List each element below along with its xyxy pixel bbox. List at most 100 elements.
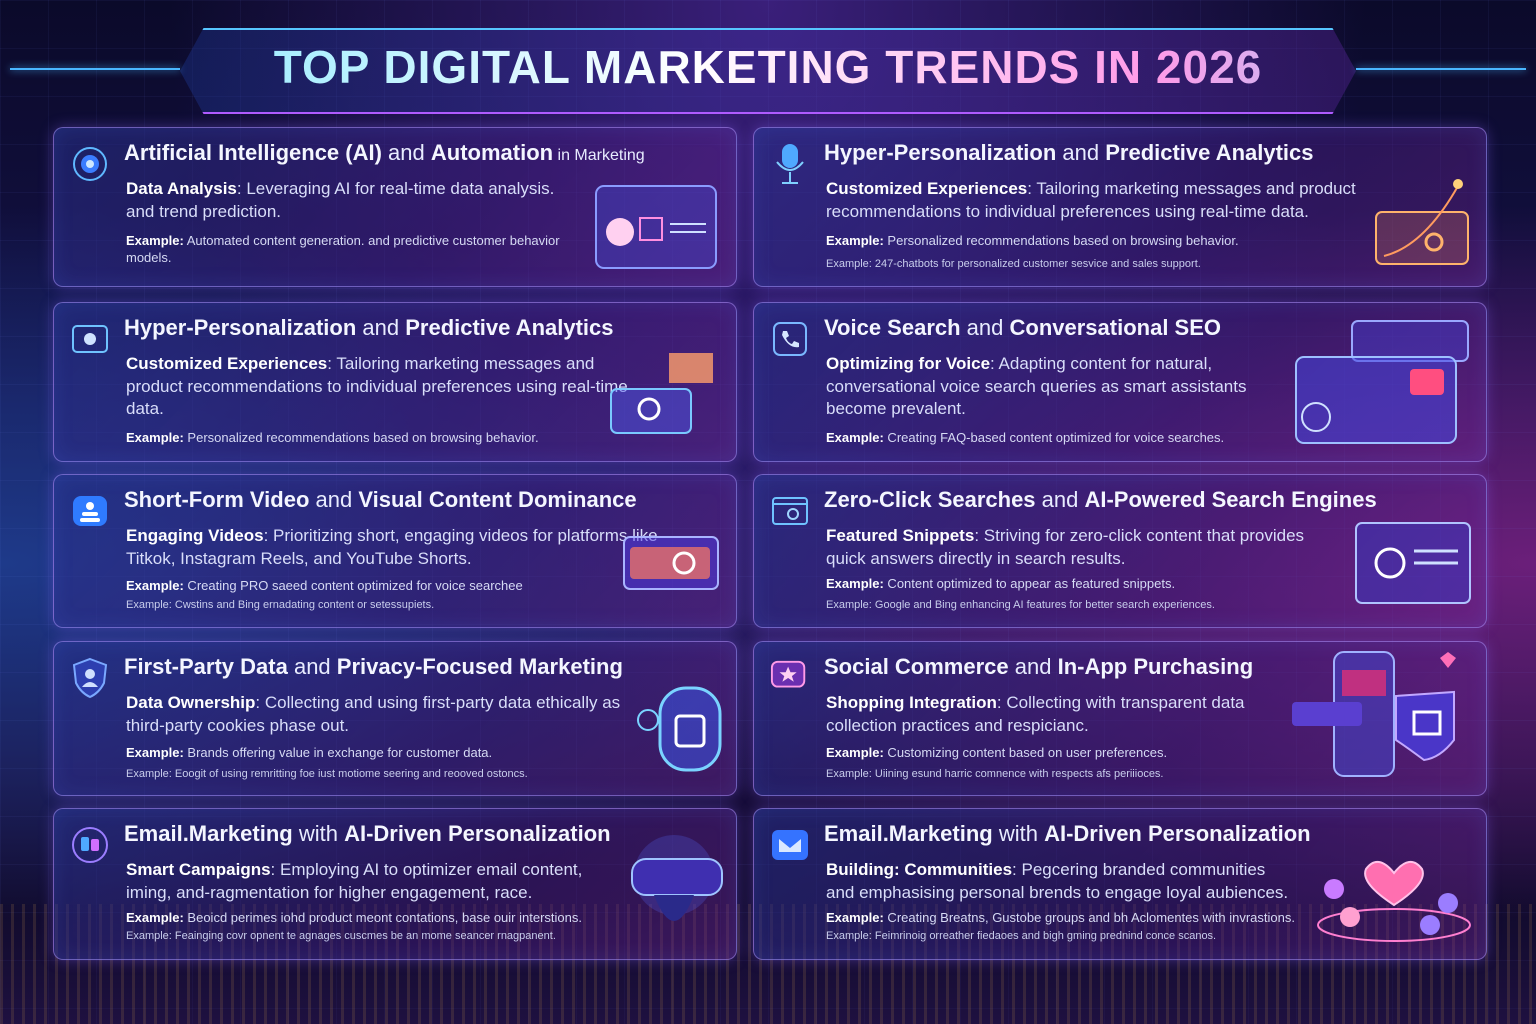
card-title-joiner: and <box>1035 487 1085 512</box>
lead-label: Shopping Integration <box>826 693 997 712</box>
example-text: Creating PRO saeed content optimized for… <box>183 578 523 593</box>
example-text: Creating Breatns, Gustobe groups and bh … <box>883 910 1295 925</box>
lead-label: Data Ownership <box>126 693 256 712</box>
card-title-joiner: and <box>960 315 1010 340</box>
video-icon <box>70 491 110 531</box>
trend-card: Artificial Intelligence (AI) and Automat… <box>53 127 737 287</box>
card-title: Email.Marketing with AI-Driven Personali… <box>124 821 716 847</box>
example-text: Customizing content based on user prefer… <box>883 745 1168 760</box>
lead-label: Customized Experiences <box>826 179 1028 198</box>
card-title: Voice Search and Conversational SEO <box>824 315 1466 341</box>
card-title-joiner: and <box>287 654 337 679</box>
card-illustration <box>634 682 730 782</box>
card-example: Example: Content optimized to appear as … <box>826 575 1346 592</box>
card-title: Zero-Click Searches and AI-Powered Searc… <box>824 487 1466 513</box>
card-title-joiner: and <box>381 140 431 165</box>
lead-text: : Employing AI to optimizer email conten… <box>126 860 583 902</box>
trend-card: Email.Marketing with AI-Driven Personali… <box>53 808 737 960</box>
example-label: Example: <box>826 576 884 591</box>
card-title: Hyper-Personalization and Predictive Ana… <box>124 315 716 341</box>
example-label: Example: <box>126 910 184 925</box>
card-example: Example: Customizing content based on us… <box>826 744 1286 761</box>
lead-text: : Adapting content for natural, conversa… <box>826 354 1247 418</box>
people-icon <box>70 825 110 865</box>
card-title-secondary: Conversational SEO <box>1009 315 1222 340</box>
lead-label: Building: Communities <box>826 860 1013 879</box>
lead-label: Data Analysis <box>126 179 237 198</box>
lead-text: : Striving for zero-click content that p… <box>826 526 1305 568</box>
card-title-secondary: Predictive Analytics <box>1105 140 1314 165</box>
card-example-secondary: Example: 247-chatbots for personalized c… <box>826 258 1201 270</box>
card-lead: Shopping Integration: Collecting with tr… <box>826 692 1266 737</box>
lead-text: : Tailoring marketing messages and produ… <box>126 354 628 418</box>
card-illustration <box>622 535 722 605</box>
card-title-suffix: in Marketing <box>553 147 645 164</box>
example-label: Example: <box>826 910 884 925</box>
card-title-joiner: and <box>1008 654 1058 679</box>
example-text: Content optimized to appear as featured … <box>883 576 1176 591</box>
card-illustration <box>1374 176 1470 268</box>
card-title: Artificial Intelligence (AI) and Automat… <box>124 140 716 166</box>
example-label: Example: <box>126 578 184 593</box>
card-illustration <box>1314 843 1474 943</box>
lead-text: : Prioritizing short, engaging videos fo… <box>126 526 658 568</box>
card-title-joiner: and <box>309 487 359 512</box>
card-title: Hyper-Personalization and Predictive Ana… <box>824 140 1466 166</box>
example-text: Automated content generation. and predic… <box>126 233 560 265</box>
card-lead: Engaging Videos: Prioritizing short, eng… <box>126 525 666 570</box>
card-lead: Building: Communities: Pegcering branded… <box>826 859 1296 904</box>
card-example-secondary: Example: Feimrinoig orreather fiedaoes a… <box>826 930 1217 942</box>
lead-label: Customized Experiences <box>126 354 328 373</box>
shield-user-icon <box>70 657 110 699</box>
title-banner <box>180 28 1356 114</box>
trend-card: Hyper-Personalization and Predictive Ana… <box>753 127 1487 287</box>
example-label: Example: <box>826 745 884 760</box>
card-title: Short-Form Video and Visual Content Domi… <box>124 487 716 513</box>
mail-icon <box>770 825 810 865</box>
trend-card: Social Commerce and In-App Purchasing Sho… <box>753 641 1487 796</box>
example-text: Personalized recommendations based on br… <box>183 430 539 445</box>
lead-label: Engaging Videos <box>126 526 264 545</box>
card-example: Example: Personalized recommendations ba… <box>826 232 1416 249</box>
lead-text: : Tailoring marketing messages and produ… <box>826 179 1356 221</box>
card-example: Example: Brands offering value in exchan… <box>126 744 666 761</box>
card-lead: Customized Experiences: Tailoring market… <box>826 178 1396 223</box>
example-label: Example: <box>826 430 884 445</box>
card-title-secondary: Visual Content Dominance <box>358 487 637 512</box>
trend-card: First-Party Data and Privacy-Focused Mar… <box>53 641 737 796</box>
card-example: Example: Creating Breatns, Gustobe group… <box>826 909 1316 926</box>
card-title-secondary: Predictive Analytics <box>405 315 614 340</box>
banner-line-left <box>10 68 180 70</box>
card-title-secondary: Automation <box>430 140 554 165</box>
card-title: First-Party Data and Privacy-Focused Mar… <box>124 654 716 680</box>
trend-card: Short-Form Video and Visual Content Domi… <box>53 474 737 628</box>
card-title-main: Hyper-Personalization <box>124 315 357 340</box>
card-title: Social Commerce and In-App Purchasing <box>824 654 1466 680</box>
page-title: TOP DIGITAL MARKETING TRENDS IN 2026 <box>0 40 1536 94</box>
example-label: Example: <box>126 233 184 248</box>
card-title-secondary: AI-Powered Search Engines <box>1084 487 1377 512</box>
banner-line-right <box>1356 68 1526 70</box>
card-title-secondary: AI-Driven Personalization <box>344 821 611 846</box>
example-text: Beoicd perimes iohd product meont contat… <box>183 910 582 925</box>
card-example: Example: Creating FAQ-based content opti… <box>826 429 1286 446</box>
screen-icon <box>70 319 110 359</box>
microphone-icon <box>770 144 810 184</box>
card-example-secondary: Example: Eoogit of using remritting foe … <box>126 768 528 780</box>
card-title-joiner: with <box>292 821 345 846</box>
card-example: Example: Personalized recommendations ba… <box>126 429 666 446</box>
card-title-main: Email.Marketing <box>124 821 293 846</box>
card-title-secondary: Privacy-Focused Marketing <box>336 654 623 679</box>
example-text: Personalized recommendations based on br… <box>883 233 1239 248</box>
card-lead: Data Ownership: Collecting and using fir… <box>126 692 646 737</box>
card-title-main: First-Party Data <box>124 654 288 679</box>
card-illustration <box>1354 521 1474 607</box>
card-example: Example: Automated content generation. a… <box>126 232 606 266</box>
lead-text: : Collecting with transparent data colle… <box>826 693 1245 735</box>
trend-card: Email.Marketing with AI-Driven Personali… <box>753 808 1487 960</box>
lead-label: Smart Campaigns <box>126 860 271 879</box>
card-lead: Optimizing for Voice: Adapting content f… <box>826 353 1266 421</box>
example-label: Example: <box>826 233 884 248</box>
card-lead: Smart Campaigns: Employing AI to optimiz… <box>126 859 606 904</box>
card-example-secondary: Example: Google and Bing enhancing AI fe… <box>826 599 1215 611</box>
